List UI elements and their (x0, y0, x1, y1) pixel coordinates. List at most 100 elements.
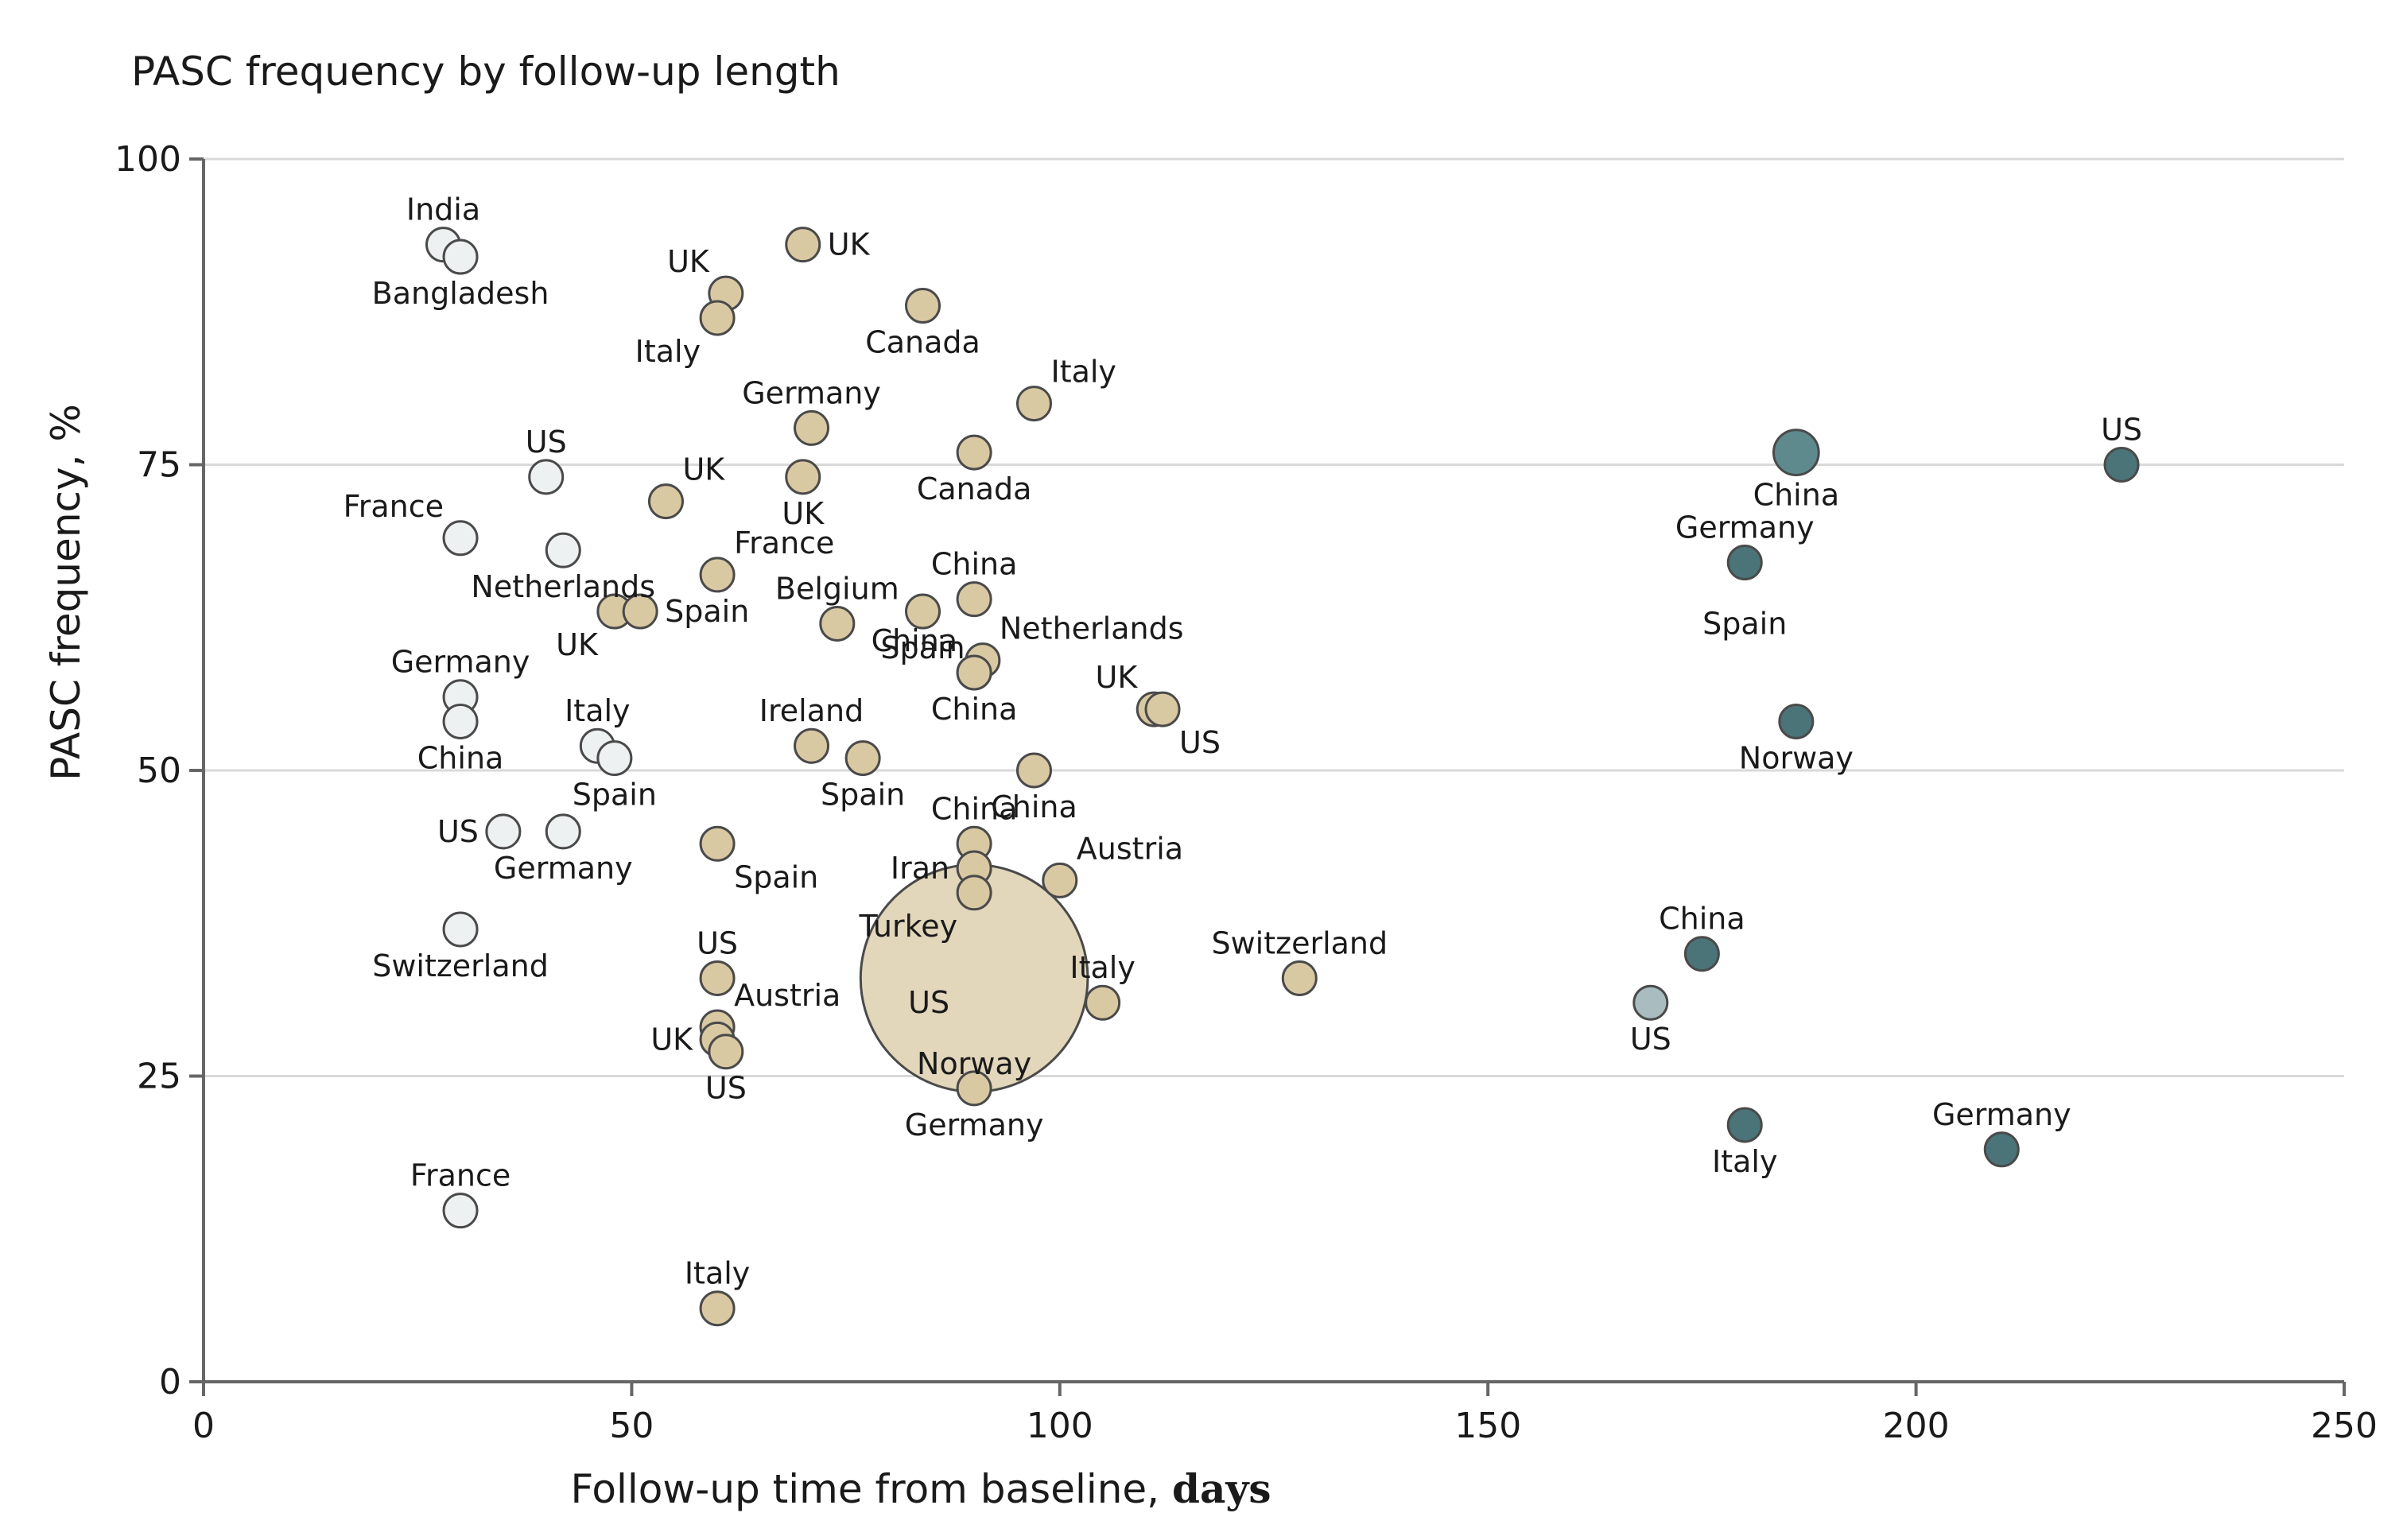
scatter-point (699, 557, 736, 593)
y-tick-label: 50 (137, 751, 181, 791)
point-label: Canada (917, 471, 1032, 506)
scatter-point (905, 288, 941, 324)
x-axis-title-unit: days (1172, 1465, 1271, 1512)
x-tick-label: 100 (1027, 1406, 1093, 1446)
point-label: India (406, 192, 480, 227)
scatter-point (956, 875, 992, 911)
point-label: Austria (734, 978, 840, 1013)
scatter-point (1281, 960, 1318, 996)
scatter-point (699, 825, 736, 862)
data-points (425, 227, 2140, 1327)
gridlines (204, 157, 2344, 1077)
scatter-point (1144, 691, 1181, 727)
scatter-point (956, 434, 992, 471)
scatter-point (794, 727, 830, 764)
scatter-point (485, 813, 522, 850)
scatter-point (956, 1070, 992, 1107)
point-label: China (931, 547, 1018, 582)
y-tick-label: 25 (137, 1057, 181, 1097)
point-label: Italy (565, 693, 630, 728)
point-label: Germany (905, 1107, 1044, 1142)
point-label: US (526, 425, 567, 460)
scatter-point (545, 532, 581, 568)
scatter-point (622, 593, 658, 630)
annotation-label: US (908, 985, 949, 1020)
point-label: Germany (391, 645, 530, 680)
point-label: Switzerland (1211, 925, 1388, 960)
x-axis-title-main: Follow-up time from baseline, (570, 1466, 1172, 1512)
point-label: Italy (1050, 355, 1116, 390)
point-label: US (1179, 725, 1221, 760)
scatter-point (2103, 447, 2140, 483)
scatter-point (699, 960, 736, 996)
point-label: Germany (1675, 510, 1815, 545)
x-tick-label: 150 (1454, 1406, 1521, 1446)
y-tick-label: 100 (115, 139, 181, 180)
point-label: Italy (635, 334, 701, 369)
scatter-point (956, 654, 992, 691)
point-label: UK (682, 452, 725, 487)
x-tick-label: 200 (1883, 1406, 1950, 1446)
scatter-point (1726, 545, 1763, 581)
point-label: Spain (821, 778, 905, 813)
point-label: France (734, 526, 834, 561)
scatter-point (442, 1193, 479, 1229)
scatter-point (844, 740, 881, 777)
scatter-point (708, 1034, 744, 1070)
point-label: UK (828, 227, 871, 262)
scatter-point (1015, 386, 1052, 422)
scatter-point (785, 459, 821, 495)
point-label: UK (650, 1022, 693, 1057)
scatter-point (545, 813, 581, 850)
annotation-label: Spain (1702, 606, 1787, 641)
point-label: Spain (573, 778, 657, 813)
scatter-point (442, 703, 479, 739)
axes: 0 25 50 75 100 0 50 100 150 200 250 (115, 139, 2378, 1446)
point-label: China (872, 623, 958, 658)
point-label: Italy (1712, 1144, 1777, 1179)
point-label: Germany (1932, 1097, 2071, 1132)
point-label: Italy (1070, 950, 1135, 985)
scatter-point (1683, 936, 1720, 972)
point-label: Ireland (759, 693, 864, 728)
y-tick-label: 75 (137, 445, 181, 486)
scatter-point (699, 1290, 736, 1327)
point-labels: India Bangladesh UK UK Italy Canada Italy Germa… (344, 192, 2142, 1291)
point-label: Norway (1739, 740, 1854, 775)
scatter-point (442, 520, 479, 557)
point-label: UK (1096, 660, 1139, 695)
scatter-point (699, 300, 736, 336)
point-label: Germany (742, 375, 881, 410)
point-label: China (991, 789, 1077, 824)
scatter-point (1778, 703, 1815, 739)
scatter-point (442, 911, 479, 948)
point-label: UK (782, 496, 825, 531)
point-label: US (2101, 413, 2142, 448)
point-label: France (410, 1158, 510, 1193)
point-label: China (931, 791, 1018, 826)
point-label: US (437, 814, 479, 849)
scatter-point (905, 593, 941, 630)
point-label: Iran (891, 851, 949, 886)
point-label: Spain (665, 594, 749, 629)
scatter-point (1726, 1107, 1763, 1143)
scatter-point (956, 581, 992, 618)
scatter-point (1042, 862, 1078, 898)
scatter-point (596, 740, 633, 777)
point-label: Bangladesh (372, 276, 549, 311)
point-label: France (344, 489, 444, 524)
scatter-point (647, 483, 684, 520)
scatter-point (1085, 984, 1121, 1021)
x-tick-label: 50 (609, 1406, 654, 1446)
scatter-point (794, 409, 830, 446)
point-label: China (1659, 902, 1745, 937)
point-label: Austria (1077, 831, 1183, 866)
y-axis-title: PASC frequency, % (43, 404, 89, 781)
x-axis-title: Follow-up time from baseline, days (570, 1465, 1271, 1512)
point-label: Switzerland (372, 948, 549, 983)
scatter-point (1772, 429, 1820, 476)
scatter-point (528, 459, 565, 495)
annotation-label: Norway (917, 1046, 1031, 1081)
scatter-point (442, 239, 479, 275)
